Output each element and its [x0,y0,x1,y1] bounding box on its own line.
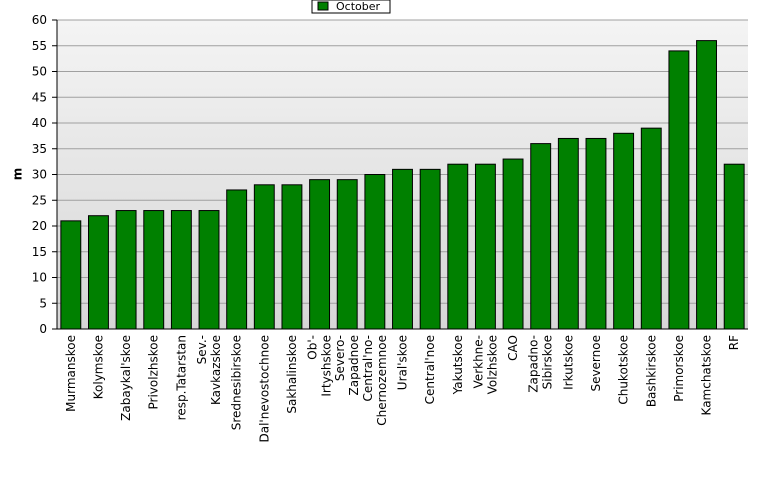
x-tick-label: Ural'skoe [396,335,410,390]
bar [88,215,109,330]
legend-box [311,0,391,14]
bar [60,220,82,330]
bar [585,137,607,330]
bar [502,158,524,330]
y-tick-label: 55 [32,39,47,53]
x-tick-label: Srednesibirskoe [230,335,244,430]
bar [115,210,137,330]
y-tick-label: 35 [32,142,47,156]
x-tick-label: Primorskoe [672,335,686,402]
bar [143,210,165,330]
legend-label: October [336,0,380,13]
x-tick-label: RF [727,335,741,350]
bar [281,184,303,330]
x-tick-label: Sakhalinskoe [285,335,299,414]
bar [474,163,496,330]
y-tick-label: 25 [32,193,47,207]
x-tick-label: Zabaykal'skoe [119,335,133,421]
x-tick-label: Ob'-Irtyshskoe [306,335,334,397]
x-tick-label: Severnoe [589,335,603,392]
x-tick-label: Bashkirskoe [644,335,658,407]
bar [226,189,248,330]
x-tick-label: Murmanskoe [64,335,78,412]
y-tick-label: 15 [32,245,47,259]
y-tick-label: 40 [32,116,47,130]
y-tick-label: 50 [32,65,47,79]
x-tick-label: Severo-Zapadnoe [333,335,361,396]
bar [640,127,662,330]
x-tick-label: Central'noe [423,335,437,404]
x-tick-label: Verkhne-Volzhskoe [471,335,499,394]
x-tick-label: CAO [506,335,520,361]
bar [668,50,690,330]
x-tick-label: Privolzhskoe [147,335,161,409]
bar [253,184,275,330]
y-tick-label: 60 [32,13,47,27]
y-tick-label: 30 [32,168,47,182]
y-axis-label: m [11,168,25,181]
x-tick-label: Chukotskoe [617,335,631,405]
y-tick-label: 45 [32,90,47,104]
x-tick-label: Central'no-Chernozemnoe [361,335,389,426]
bar [419,168,441,330]
bar [364,174,386,330]
bar [392,168,413,330]
x-tick-label: Zapadno-Sibirskoe [527,335,555,393]
x-tick-label: Irkutskoe [561,335,575,390]
bar [723,163,745,330]
bar [198,210,220,330]
x-tick-label: Dal'nevostochnoe [257,335,271,443]
bar [530,143,552,330]
x-tick-label: Sev.-Kavkazskoe [195,335,223,405]
y-tick-label: 0 [39,322,47,336]
x-tick-label: Kamchatskoe [700,335,714,415]
bar [170,210,192,330]
bar [336,179,358,330]
bar [557,137,579,330]
y-tick-label: 10 [32,271,47,285]
x-tick-label: Kolymskoe [91,335,105,399]
bar [613,132,635,330]
bar [696,40,717,330]
x-tick-label: Yakutskoe [451,335,465,395]
y-tick-label: 5 [39,296,47,310]
legend: October [311,0,391,14]
x-tick-label: resp.Tatarstan [174,335,188,420]
y-tick-label: 20 [32,219,47,233]
bar [447,163,469,330]
legend-swatch [317,1,329,11]
bar [309,179,331,330]
